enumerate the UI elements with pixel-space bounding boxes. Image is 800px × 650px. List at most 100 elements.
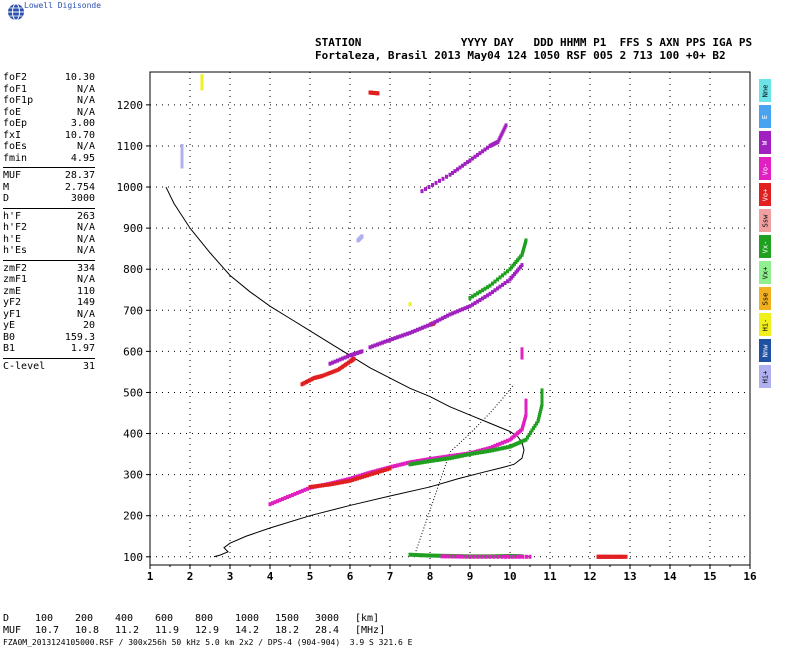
- legend-label: Vx-: [761, 240, 769, 253]
- echo-point: [496, 277, 499, 282]
- param-value: N/A: [76, 233, 95, 245]
- table-cell: 14.2: [235, 625, 260, 636]
- echo-point: [322, 373, 326, 378]
- y-tick-label: 100: [123, 551, 143, 564]
- echo-point: [401, 462, 404, 467]
- echo-point: [468, 295, 472, 300]
- table-cell: 400: [115, 613, 134, 624]
- echo-point: [378, 341, 382, 346]
- distance-row: D 100 200 400 600 800 1000 1500 3000 [km]: [3, 613, 395, 625]
- param-name: B1: [3, 343, 16, 354]
- echo-point: [371, 344, 374, 349]
- echo-point: [180, 156, 184, 161]
- echo-point: [424, 187, 427, 192]
- param-name: zmE: [3, 285, 22, 297]
- echo-point: [458, 308, 462, 313]
- legend-label: Sse: [761, 292, 769, 305]
- echo-point: [533, 423, 537, 428]
- echo-point: [440, 554, 444, 559]
- echo-point: [361, 474, 364, 479]
- echo-point: [506, 279, 509, 284]
- echo-point: [328, 361, 332, 366]
- echo-point: [493, 279, 497, 284]
- echo-point: [268, 502, 272, 507]
- echo-point: [501, 282, 504, 287]
- echo-point: [441, 316, 444, 321]
- param-name: foEs: [3, 141, 28, 152]
- echo-point: [510, 443, 514, 448]
- echo-point: [610, 554, 614, 559]
- echo-point: [454, 554, 458, 559]
- globe-icon: [8, 3, 24, 21]
- echo-point: [434, 180, 438, 185]
- echo-point: [323, 483, 327, 488]
- echo-point: [336, 481, 339, 486]
- param-name: fmin: [3, 152, 28, 164]
- echo-point: [473, 451, 477, 456]
- echo-point: [383, 467, 387, 472]
- echo-point: [463, 453, 467, 458]
- echo-point: [461, 453, 464, 458]
- echo-point: [408, 302, 412, 307]
- echo-point: [438, 457, 442, 462]
- x-tick-label: 14: [663, 570, 677, 583]
- echo-point: [529, 430, 532, 435]
- echo-point: [491, 448, 494, 453]
- legend-label: E: [761, 114, 769, 119]
- echo-point: [346, 479, 349, 484]
- echo-point: [443, 314, 447, 319]
- param-value: 31: [82, 360, 95, 372]
- header-labels: STATION YYYY DAY DDD HHMM P1 FFS S AXN P…: [315, 36, 753, 49]
- echo-point: [476, 152, 479, 157]
- echo-point: [428, 553, 432, 558]
- echo-point: [456, 309, 459, 314]
- param-name: foF1p: [3, 95, 34, 106]
- legend-item: Vo-: [759, 157, 771, 180]
- echo-point: [483, 447, 487, 452]
- param-value: 28.37: [64, 170, 95, 181]
- echo-point: [360, 349, 364, 354]
- x-tick-label: 3: [227, 570, 234, 583]
- echo-point: [463, 161, 467, 166]
- echo-point: [418, 458, 422, 463]
- echo-point: [446, 456, 449, 461]
- table-cell: 200: [75, 613, 94, 624]
- echo-point: [338, 357, 342, 362]
- echo-point: [366, 471, 369, 476]
- echo-point: [486, 285, 489, 290]
- x-tick-label: 6: [347, 570, 354, 583]
- legend-item: W: [759, 131, 771, 154]
- echo-point: [501, 273, 504, 278]
- param-value: N/A: [76, 106, 95, 118]
- echo-point: [476, 450, 479, 455]
- echo-point: [453, 169, 457, 174]
- legend-item: Hi+: [759, 365, 771, 388]
- param-row: h'E N/A: [3, 234, 95, 246]
- echo-point: [451, 554, 454, 559]
- param-value: 3000: [70, 193, 95, 204]
- echo-point: [386, 338, 389, 343]
- echo-point: [466, 452, 469, 457]
- echo-point: [316, 484, 319, 489]
- table-cell: 11.9: [155, 625, 180, 636]
- x-tick-label: 4: [267, 570, 274, 583]
- echo-point: [433, 458, 437, 463]
- echo-point: [428, 459, 432, 464]
- echo-point: [276, 499, 279, 504]
- echo-point: [491, 290, 494, 295]
- echo-point: [538, 413, 541, 418]
- echo-point: [453, 455, 457, 460]
- echo-point: [341, 356, 344, 361]
- echo-point: [468, 554, 472, 559]
- param-name: foF1: [3, 83, 28, 95]
- echo-point: [539, 406, 543, 411]
- echo-point: [398, 462, 402, 467]
- echo-point: [431, 321, 434, 326]
- echo-point: [343, 355, 347, 360]
- legend-item: Nnw: [759, 339, 771, 362]
- echo-point: [431, 553, 434, 558]
- echo-point: [396, 335, 399, 340]
- param-row: B1 1.97: [3, 343, 95, 355]
- param-value: N/A: [76, 83, 95, 95]
